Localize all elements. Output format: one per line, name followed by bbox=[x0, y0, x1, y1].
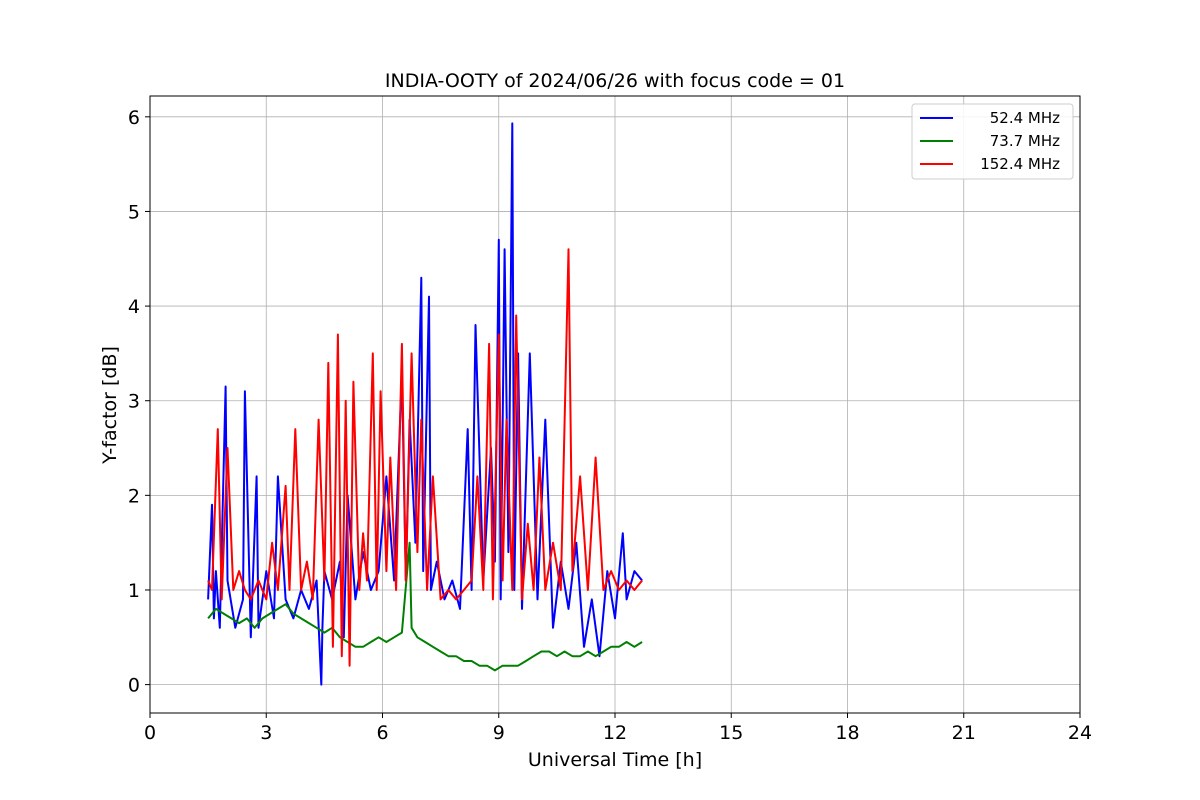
y-axis-label: Y-factor [dB] bbox=[99, 346, 121, 465]
series-layer bbox=[207, 122, 643, 686]
x-axis-label: Universal Time [h] bbox=[528, 749, 702, 771]
legend-box bbox=[911, 103, 1074, 180]
y-tick-label: 3 bbox=[128, 391, 140, 413]
legend: 52.4 MHz 73.7 MHz 152.4 MHz bbox=[911, 103, 1074, 180]
y-tick-label: 5 bbox=[128, 201, 140, 223]
x-tick-label: 0 bbox=[144, 722, 156, 744]
y-tick-label: 1 bbox=[128, 580, 140, 602]
y-tick-label: 6 bbox=[128, 107, 140, 129]
x-tick-label: 18 bbox=[835, 722, 859, 744]
x-tick-label: 21 bbox=[952, 722, 976, 744]
series-line-52-4-mhz bbox=[207, 122, 643, 686]
x-tick-label: 9 bbox=[493, 722, 505, 744]
legend-label-52-4-mhz: 52.4 MHz bbox=[990, 109, 1060, 127]
legend-label-152-4-mhz: 152.4 MHz bbox=[980, 155, 1060, 173]
x-axis: 0 3 6 9 12 15 18 21 24 bbox=[144, 713, 1092, 744]
x-tick-label: 12 bbox=[603, 722, 627, 744]
chart-title: INDIA-OOTY of 2024/06/26 with focus code… bbox=[385, 70, 845, 92]
y-axis: 0 1 2 3 4 5 6 bbox=[128, 107, 150, 697]
series-line-152-4-mhz bbox=[207, 248, 643, 667]
y-tick-label: 0 bbox=[128, 675, 140, 697]
x-tick-label: 3 bbox=[260, 722, 272, 744]
y-tick-label: 4 bbox=[128, 296, 140, 318]
x-tick-label: 15 bbox=[719, 722, 743, 744]
legend-label-73-7-mhz: 73.7 MHz bbox=[990, 132, 1060, 150]
series-line-73-7-mhz bbox=[207, 541, 643, 672]
x-tick-label: 24 bbox=[1068, 722, 1092, 744]
x-tick-label: 6 bbox=[376, 722, 388, 744]
y-tick-label: 2 bbox=[128, 485, 140, 507]
